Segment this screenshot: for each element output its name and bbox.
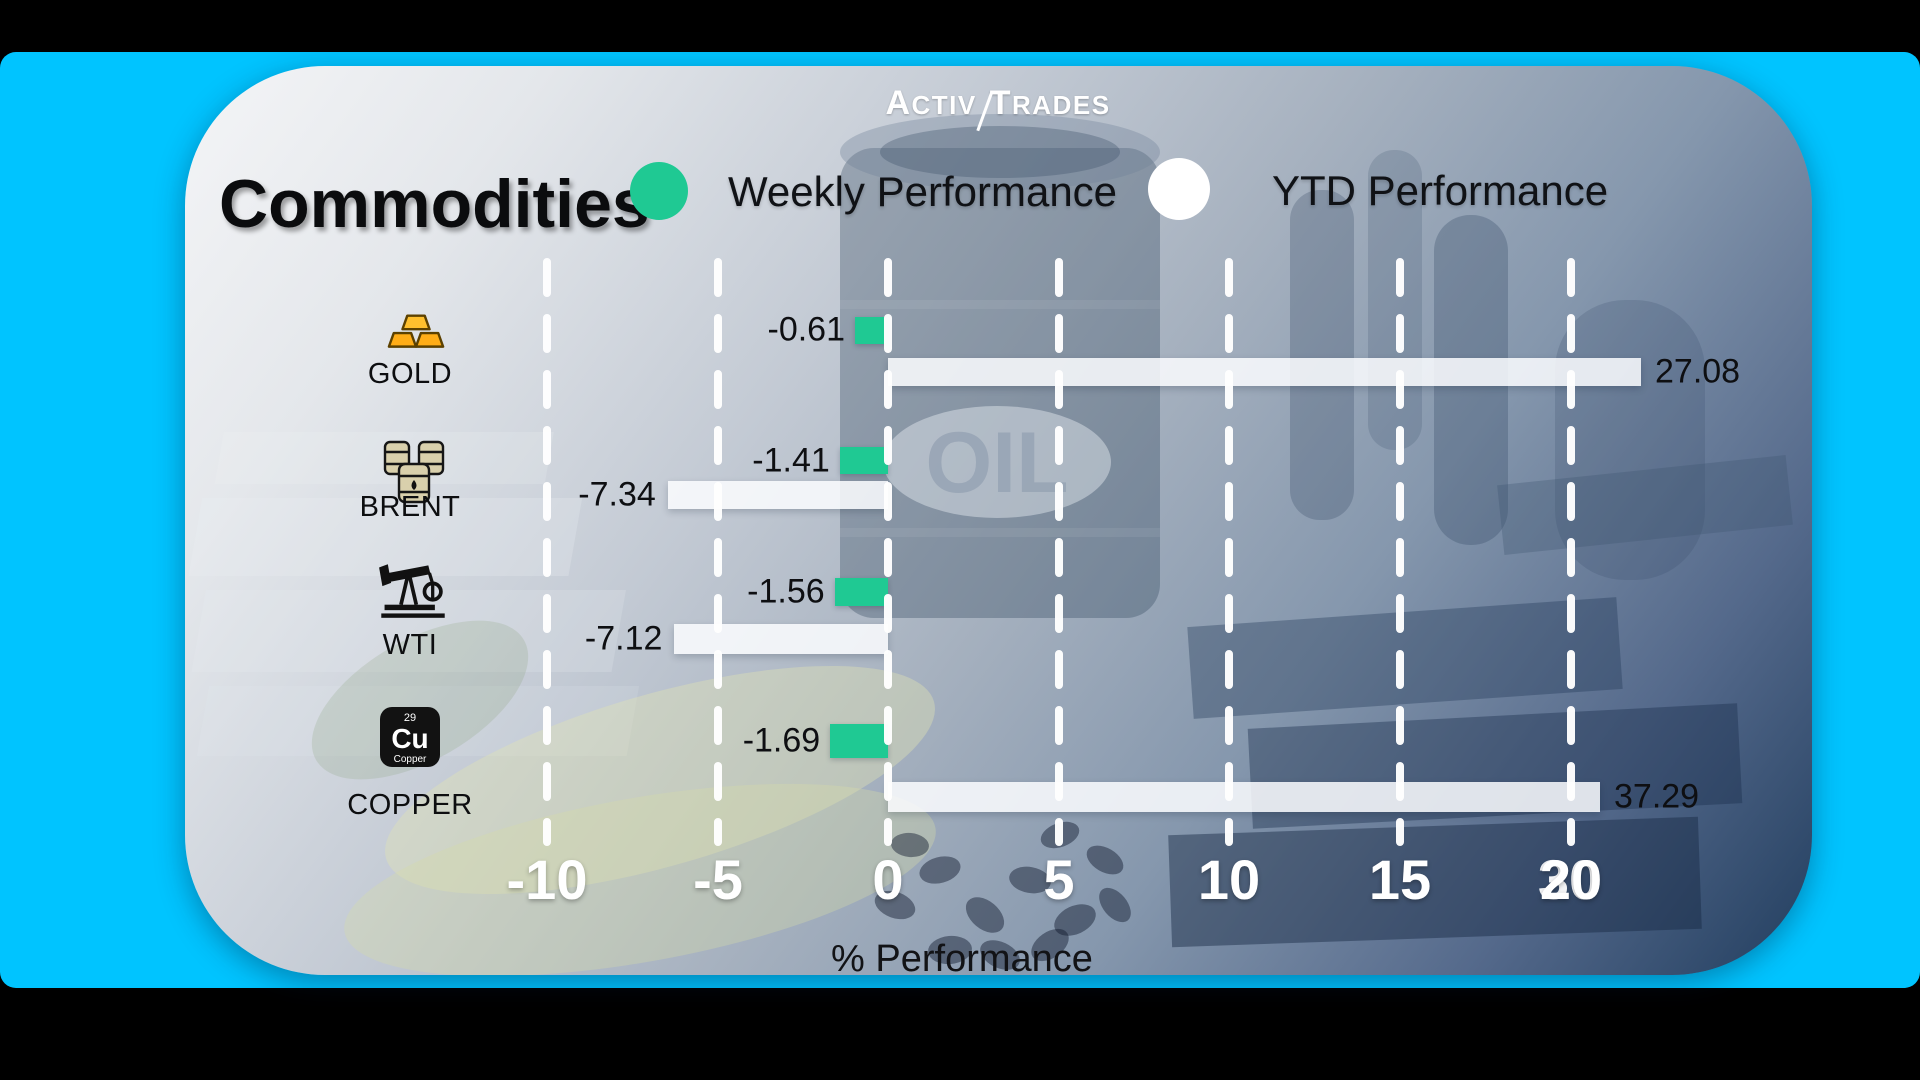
ytd-value-gold: 27.08 (1655, 352, 1741, 391)
x-tick: 0 (872, 848, 904, 911)
activtrades-logo: A CTIV T RADES (885, 84, 1111, 132)
corn-decor (311, 620, 936, 975)
logo-letter: T (989, 84, 1013, 122)
x-axis-title: % Performance (831, 938, 1093, 980)
weekly-legend-label: Weekly Performance (728, 168, 1118, 215)
x-tick-ghost: 30 (1537, 848, 1601, 911)
x-tick: 5 (1043, 848, 1075, 911)
weekly-legend-dot (630, 162, 688, 220)
page-title: Commodities (219, 166, 650, 242)
weekly-value-copper: -1.69 (742, 721, 821, 760)
ytd-value-brent: -7.34 (578, 475, 656, 514)
beans-decor (874, 821, 1131, 970)
ytd-value-wti: -7.12 (584, 619, 663, 658)
logo-text: RADES (1012, 90, 1111, 120)
ytd-bar-copper (888, 782, 1600, 812)
weekly-bar-brent (839, 447, 888, 474)
x-tick: 15 (1368, 848, 1432, 911)
weekly-bar-copper (830, 724, 888, 758)
weekly-bar-gold (855, 317, 888, 344)
ytd-legend-label: YTD Performance (1272, 167, 1609, 214)
logo-letter: A (885, 84, 912, 122)
weekly-bar-wti (834, 578, 888, 606)
gold-bars-icon (385, 306, 447, 371)
oil-barrels-icon (381, 438, 447, 511)
ytd-bar-gold (888, 358, 1641, 386)
weekly-value-brent: -1.41 (752, 441, 830, 480)
weekly-value-gold: -0.61 (767, 310, 846, 349)
oil-barrel-text: OIL (925, 415, 1068, 511)
ytd-bar-wti (674, 624, 888, 654)
svg-text:Copper: Copper (394, 754, 427, 765)
ytd-value-copper: 37.29 (1614, 777, 1700, 816)
dark-ingots-decor (1168, 455, 1793, 948)
svg-text:29: 29 (404, 712, 416, 724)
row-label-wti: WTI (382, 629, 438, 661)
weekly-value-wti: -1.56 (747, 572, 825, 611)
pumpjack-icon (378, 550, 448, 625)
row-label-brent: BRENT (359, 491, 461, 523)
logo-text: CTIV (911, 90, 977, 120)
svg-text:Cu: Cu (391, 723, 428, 754)
x-tick: -5 (693, 848, 743, 911)
x-tick: 20 (1539, 848, 1603, 911)
row-label-copper: COPPER (347, 789, 473, 821)
ytd-legend-dot (1148, 158, 1210, 220)
x-tick: -10 (506, 848, 588, 911)
row-label-gold: GOLD (367, 358, 453, 390)
ytd-bar-brent (667, 481, 888, 509)
x-tick: 10 (1197, 848, 1261, 911)
copper-element-icon: 29 Cu Copper (377, 704, 443, 775)
